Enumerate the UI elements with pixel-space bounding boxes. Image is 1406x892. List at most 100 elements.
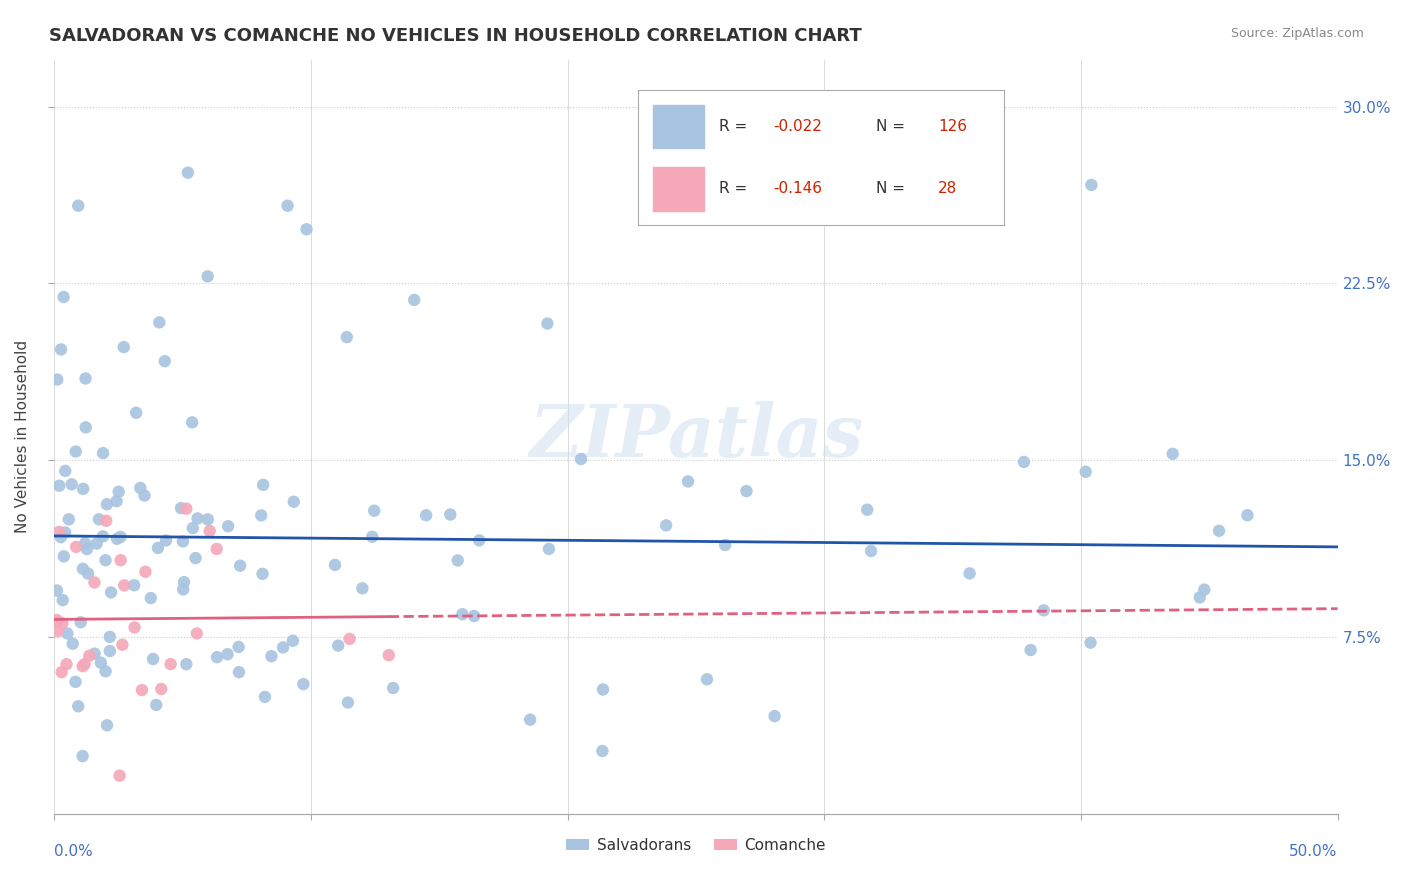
Point <box>139 591 162 605</box>
Point <box>72 482 94 496</box>
Point <box>86 537 108 551</box>
Point <box>96 514 118 528</box>
Point <box>277 199 299 213</box>
Point <box>49 343 72 357</box>
Point <box>328 639 350 653</box>
Point <box>96 718 118 732</box>
Text: Source: ZipAtlas.com: Source: ZipAtlas.com <box>1230 27 1364 40</box>
Point <box>98 630 121 644</box>
Point <box>52 290 75 304</box>
Point <box>72 659 94 673</box>
Point <box>58 512 80 526</box>
Point <box>159 657 181 672</box>
Point <box>90 656 112 670</box>
Point <box>67 699 90 714</box>
Point <box>217 647 239 661</box>
Point <box>1236 508 1258 523</box>
Point <box>205 541 228 556</box>
Point <box>184 551 207 566</box>
Point <box>53 464 76 478</box>
Point <box>1080 178 1102 192</box>
Point <box>83 575 105 590</box>
Point <box>447 553 470 567</box>
Point <box>173 575 195 590</box>
Point <box>96 497 118 511</box>
Point <box>536 317 558 331</box>
Point <box>65 444 87 458</box>
Point <box>463 609 485 624</box>
Point <box>352 582 374 596</box>
Point <box>217 519 239 533</box>
Point <box>176 501 198 516</box>
Point <box>404 293 426 307</box>
Point <box>75 371 97 385</box>
Point <box>111 638 134 652</box>
Point <box>122 578 145 592</box>
Point <box>77 566 100 581</box>
Point <box>676 475 699 489</box>
Text: SALVADORAN VS COMANCHE NO VEHICLES IN HOUSEHOLD CORRELATION CHART: SALVADORAN VS COMANCHE NO VEHICLES IN HO… <box>49 27 862 45</box>
Point <box>94 553 117 567</box>
Point <box>468 533 491 548</box>
Point <box>252 478 274 492</box>
Point <box>323 558 346 572</box>
Point <box>76 542 98 557</box>
Point <box>592 682 614 697</box>
Point <box>87 512 110 526</box>
Point <box>959 566 981 581</box>
Point <box>439 508 461 522</box>
Point <box>129 481 152 495</box>
Point <box>735 484 758 499</box>
Point <box>125 406 148 420</box>
Text: 50.0%: 50.0% <box>1289 844 1337 859</box>
Point <box>52 593 75 607</box>
Point <box>45 583 67 598</box>
Point <box>60 477 83 491</box>
Point <box>271 640 294 655</box>
Legend: Salvadorans, Comanche: Salvadorans, Comanche <box>560 831 832 859</box>
Point <box>1188 591 1211 605</box>
Point <box>53 525 76 540</box>
Point <box>696 673 718 687</box>
Point <box>1019 643 1042 657</box>
Point <box>1074 465 1097 479</box>
Point <box>75 536 97 550</box>
Point <box>62 637 84 651</box>
Point <box>451 607 474 622</box>
Point <box>655 518 678 533</box>
Point <box>1194 582 1216 597</box>
Point <box>181 521 204 535</box>
Point <box>378 648 401 663</box>
Point <box>519 713 541 727</box>
Point <box>177 166 200 180</box>
Point <box>124 620 146 634</box>
Point <box>281 633 304 648</box>
Point <box>260 649 283 664</box>
Point <box>336 330 359 344</box>
Point <box>763 709 786 723</box>
Point <box>229 558 252 573</box>
Point <box>72 562 94 576</box>
Point <box>46 372 69 386</box>
Point <box>569 452 592 467</box>
Point <box>186 626 208 640</box>
Point <box>295 222 318 236</box>
Point <box>250 508 273 523</box>
Point <box>537 541 560 556</box>
Point <box>714 538 737 552</box>
Point <box>1080 635 1102 649</box>
Point <box>105 494 128 508</box>
Point <box>79 648 101 663</box>
Point <box>363 504 385 518</box>
Point <box>292 677 315 691</box>
Point <box>145 698 167 712</box>
Point <box>336 696 359 710</box>
Point <box>110 530 132 544</box>
Point <box>228 665 250 680</box>
Point <box>339 632 361 646</box>
Point <box>155 533 177 548</box>
Point <box>72 749 94 764</box>
Point <box>253 690 276 704</box>
Text: ZIPatlas: ZIPatlas <box>529 401 863 472</box>
Point <box>150 681 173 696</box>
